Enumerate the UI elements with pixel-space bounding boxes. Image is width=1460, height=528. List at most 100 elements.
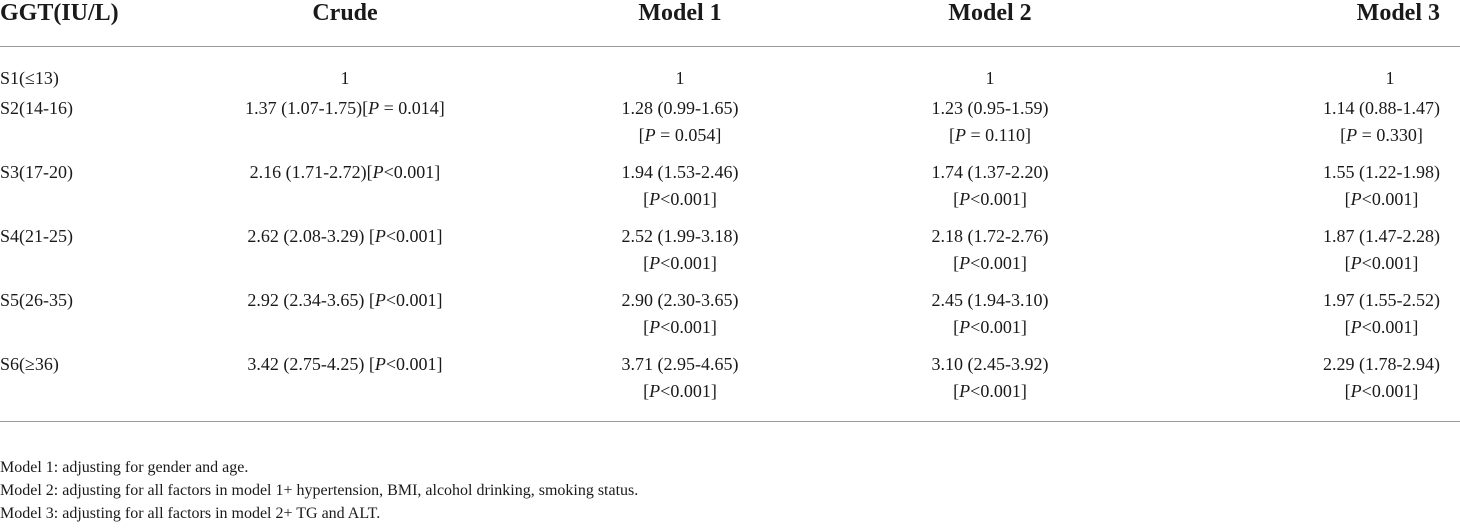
cell-main: 3.71 (2.95-4.65) (621, 354, 739, 374)
footnote-model-1: Model 1: adjusting for gender and age. (0, 459, 249, 476)
cell-model-3: 1.87 (1.47-2.28) [P<0.001] (1145, 223, 1460, 287)
p-label: P (955, 125, 966, 145)
cell-main: 2.52 (1.99-3.18) (621, 226, 739, 246)
p-value: <0.001] (1361, 317, 1419, 337)
cell-model-1: 2.90 (2.30-3.65) [P<0.001] (525, 287, 835, 351)
cell-model-2: 3.10 (2.45-3.92) [P<0.001] (835, 351, 1145, 422)
table-row: S5(26-35) 2.92 (2.34-3.65) [P<0.001] 2.9… (0, 287, 1460, 351)
p-label: P (368, 98, 380, 118)
p-label: P (959, 317, 971, 337)
row-label: S2(14-16) (0, 98, 73, 118)
p-label: P (1350, 253, 1362, 273)
p-label: P (649, 253, 661, 273)
header-model-3: Model 3 (1145, 0, 1460, 47)
cell-model-2: 1 (985, 68, 995, 88)
p-value: <0.001] (1361, 253, 1419, 273)
cell-model-3: 2.29 (1.78-2.94) [P<0.001] (1145, 351, 1460, 422)
cell-crude: 2.92 (2.34-3.65) [P<0.001] (165, 287, 525, 351)
cell-model-2: 1.23 (0.95-1.59) [P = 0.110] (835, 95, 1145, 159)
p-label: P (374, 290, 386, 310)
cell-main: 1.23 (0.95-1.59) (931, 98, 1049, 118)
p-value: <0.001] (970, 253, 1027, 273)
cell-main: 2.29 (1.78-2.94) (1323, 354, 1440, 374)
cell-crude-main: 3.42 (2.75-4.25) [ (247, 354, 375, 374)
cell-crude: 1 (340, 68, 350, 88)
cell-model-3: 1.55 (1.22-1.98) [P<0.001] (1145, 159, 1460, 223)
p-label: P (372, 162, 384, 182)
row-label: S6(≥36) (0, 351, 165, 422)
cell-crude-main: 1.37 (1.07-1.75)[ (245, 98, 369, 118)
p-value: <0.001] (660, 253, 717, 273)
p-value: <0.001] (1361, 381, 1419, 401)
p-label: P (649, 381, 661, 401)
cell-main: 1.97 (1.55-2.52) (1323, 290, 1440, 310)
p-label: P (649, 317, 661, 337)
cell-crude-main: 2.92 (2.34-3.65) [ (247, 290, 375, 310)
table-row: S1(≤13) 1 1 1 1 (0, 47, 1460, 96)
row-label: S1(≤13) (0, 68, 59, 88)
cell-crude: 3.42 (2.75-4.25) [P<0.001] (165, 351, 525, 422)
cell-main: 1.94 (1.53-2.46) (621, 162, 739, 182)
row-label: S4(21-25) (0, 226, 73, 246)
row-label: S5(26-35) (0, 290, 73, 310)
p-value: <0.001] (385, 226, 443, 246)
cell-crude: 2.62 (2.08-3.29) [P<0.001] (165, 223, 525, 287)
footnote-model-3: Model 3: adjusting for all factors in mo… (0, 505, 381, 522)
header-model-1: Model 1 (525, 0, 835, 47)
header-model-2: Model 2 (835, 0, 1145, 47)
p-label: P (649, 189, 661, 209)
p-label: P (1350, 189, 1362, 209)
row-label: S3(17-20) (0, 162, 73, 182)
p-value: <0.001] (970, 189, 1027, 209)
p-value: <0.001] (660, 189, 717, 209)
p-label: P (644, 125, 656, 145)
cell-crude: 1.37 (1.07-1.75)[P = 0.014] (165, 95, 525, 159)
header-crude: Crude (165, 0, 525, 47)
cell-crude: 2.16 (1.71-2.72)[P<0.001] (165, 159, 525, 223)
cell-model-2: 1.74 (1.37-2.20) [P<0.001] (835, 159, 1145, 223)
p-value: = 0.054] (655, 125, 722, 145)
p-value: <0.001] (660, 317, 717, 337)
p-value: = 0.330] (1357, 125, 1423, 145)
cell-main: 1.74 (1.37-2.20) (931, 162, 1049, 182)
cell-main: 1.28 (0.99-1.65) (621, 98, 739, 118)
header-ggt: GGT(IU/L) (0, 0, 165, 47)
cell-model-3: 1 (1385, 68, 1395, 88)
table-footnotes: Model 1: adjusting for gender and age. M… (0, 456, 638, 525)
cell-main: 1.14 (0.88-1.47) (1323, 98, 1440, 118)
p-label: P (1346, 125, 1358, 145)
cell-main: 1.87 (1.47-2.28) (1323, 226, 1440, 246)
p-value: <0.001] (660, 381, 717, 401)
table-row: S4(21-25) 2.62 (2.08-3.29) [P<0.001] 2.5… (0, 223, 1460, 287)
p-value: <0.001] (1361, 189, 1419, 209)
table-header-row: GGT(IU/L) Crude Model 1 Model 2 Model 3 (0, 0, 1460, 47)
p-label: P (374, 226, 386, 246)
table-row: S3(17-20) 2.16 (1.71-2.72)[P<0.001] 1.94… (0, 159, 1460, 223)
results-table: GGT(IU/L) Crude Model 1 Model 2 Model 3 … (0, 0, 1460, 422)
cell-main: 2.45 (1.94-3.10) (931, 290, 1049, 310)
cell-model-1: 1.28 (0.99-1.65) [P = 0.054] (525, 95, 835, 159)
cell-crude-main: 2.62 (2.08-3.29) [ (247, 226, 375, 246)
table-row: S2(14-16) 1.37 (1.07-1.75)[P = 0.014] 1.… (0, 95, 1460, 159)
p-value: <0.001] (970, 381, 1027, 401)
cell-crude-main: 2.16 (1.71-2.72)[ (249, 162, 373, 182)
p-value: = 0.014] (379, 98, 445, 118)
cell-model-1: 1.94 (1.53-2.46) [P<0.001] (525, 159, 835, 223)
cell-main: 2.18 (1.72-2.76) (931, 226, 1049, 246)
p-label: P (959, 189, 971, 209)
p-label: P (374, 354, 386, 374)
p-value: <0.001] (385, 290, 443, 310)
p-value: = 0.110] (966, 125, 1031, 145)
cell-main: 2.90 (2.30-3.65) (621, 290, 739, 310)
cell-model-2: 2.18 (1.72-2.76) [P<0.001] (835, 223, 1145, 287)
cell-model-1: 3.71 (2.95-4.65) [P<0.001] (525, 351, 835, 422)
cell-model-3: 1.97 (1.55-2.52) [P<0.001] (1145, 287, 1460, 351)
cell-model-2: 2.45 (1.94-3.10) [P<0.001] (835, 287, 1145, 351)
footnote-model-2: Model 2: adjusting for all factors in mo… (0, 482, 639, 499)
cell-main: 1.55 (1.22-1.98) (1323, 162, 1440, 182)
cell-main: 3.10 (2.45-3.92) (931, 354, 1049, 374)
p-value: <0.001] (970, 317, 1027, 337)
p-label: P (959, 253, 971, 273)
results-table-container: GGT(IU/L) Crude Model 1 Model 2 Model 3 … (0, 0, 1460, 422)
cell-model-3: 1.14 (0.88-1.47) [P = 0.330] (1145, 95, 1460, 159)
